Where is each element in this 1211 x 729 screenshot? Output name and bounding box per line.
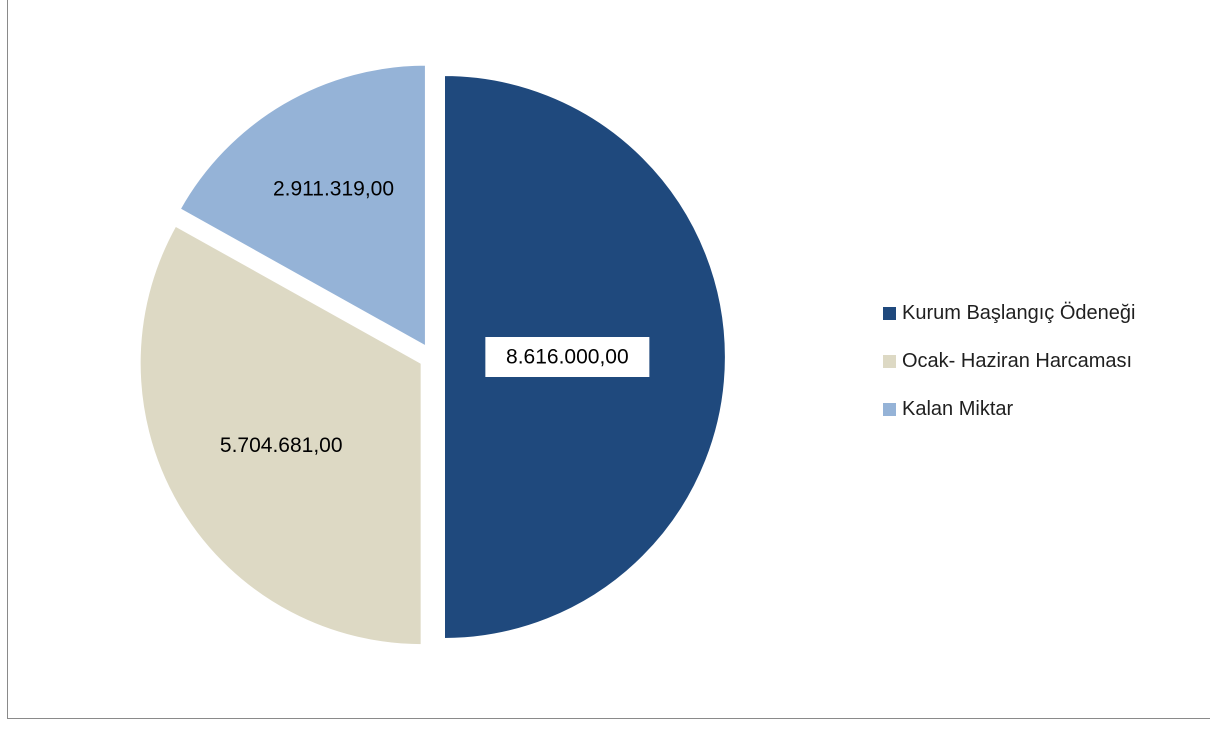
pie-slice-kalan: [178, 63, 427, 349]
data-label-kurum: 8.616.000,00: [485, 337, 650, 377]
legend-item-ocak-haziran-harcamasi: Ocak- Haziran Harcaması: [883, 349, 1135, 373]
data-label-box-kurum: [485, 337, 650, 377]
data-label-text-kurum: 8.616.000,00: [506, 346, 629, 369]
data-label-harcama: 5.704.681,00: [220, 434, 343, 457]
legend-swatch-kurum: [883, 306, 896, 320]
legend-label-kalan: Kalan Miktar: [902, 397, 1014, 420]
legend-swatch-kalan: [883, 402, 896, 416]
legend-item-kalan-miktar: Kalan Miktar: [883, 397, 1135, 421]
legend-label-harcama: Ocak- Haziran Harcaması: [902, 349, 1133, 372]
legend-label-kurum: Kurum Başlangıç Ödeneği: [902, 301, 1136, 324]
legend-swatch-harcama: [883, 354, 896, 368]
pie-slice-harcama: [138, 224, 423, 647]
chart-frame: [7, 0, 1210, 719]
data-label-text-harcama: 5.704.681,00: [220, 434, 343, 457]
chart-legend: Kurum Başlangıç Ödeneği Ocak- Haziran Ha…: [883, 301, 1135, 445]
data-label-kalan: 2.911.319,00: [273, 178, 394, 201]
data-label-text-kalan: 2.911.319,00: [273, 178, 394, 201]
legend-item-kurum-baslangic-odenegi: Kurum Başlangıç Ödeneği: [883, 301, 1135, 325]
